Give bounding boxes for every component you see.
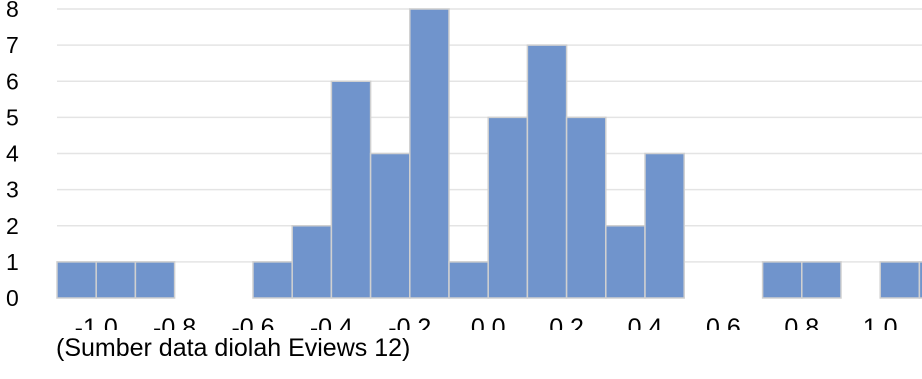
histogram-bar xyxy=(291,225,333,299)
histogram-bar xyxy=(761,261,803,299)
x-tick-label: 0.8 xyxy=(784,314,819,330)
y-tick-label: 1 xyxy=(6,249,19,275)
y-tick-label: 3 xyxy=(6,177,19,203)
y-tick-label: 5 xyxy=(6,104,19,130)
histogram-bar xyxy=(918,261,922,299)
histogram-bar xyxy=(330,80,372,299)
x-axis-ticks: -1.0 -0.8 -0.6 -0.4 -0.2 0.0 0.2 0.4 0.6 0.8 1.0 xyxy=(75,314,898,330)
y-tick-label: 6 xyxy=(6,68,19,94)
histogram-bar xyxy=(526,44,568,299)
x-tick-label: -0.8 xyxy=(153,314,196,330)
histogram-bar xyxy=(252,261,293,299)
histogram-bar xyxy=(487,116,529,299)
x-tick-label: -0.6 xyxy=(231,314,274,330)
histogram-chart: 0 1 2 3 4 5 6 7 8 -1.0 -0.8 -0.6 -0.4 -0.2 0.0 0.2 0.4 0… xyxy=(6,0,922,330)
x-tick-label: 0.4 xyxy=(628,314,663,330)
y-axis-ticks: 0 1 2 3 4 5 6 7 8 xyxy=(6,0,19,311)
x-tick-label: -0.2 xyxy=(388,314,431,330)
y-tick-label: 0 xyxy=(6,285,19,311)
histogram-bar xyxy=(801,261,842,299)
histogram-bar xyxy=(409,8,450,299)
x-tick-label: 0.2 xyxy=(549,314,584,330)
histogram-bar xyxy=(134,261,176,299)
y-tick-label: 7 xyxy=(6,32,19,58)
x-tick-label: -0.4 xyxy=(310,314,353,330)
histogram-bar xyxy=(605,225,646,299)
x-tick-label: 0.6 xyxy=(706,314,741,330)
histogram-bar xyxy=(879,261,921,299)
histogram-bar xyxy=(565,116,607,299)
y-tick-label: 4 xyxy=(6,141,19,167)
histogram-bar xyxy=(56,261,97,299)
y-tick-label: 2 xyxy=(6,213,19,239)
histogram-bar xyxy=(448,261,489,299)
y-tick-label: 8 xyxy=(6,0,19,22)
x-tick-label: 0.0 xyxy=(471,314,506,330)
source-caption: (Sumber data diolah Eviews 12) xyxy=(56,334,411,362)
x-tick-label: 1.0 xyxy=(863,314,898,330)
histogram-bars xyxy=(56,8,922,299)
histogram-bar xyxy=(95,261,137,299)
histogram-bar xyxy=(369,152,411,299)
x-tick-label: -1.0 xyxy=(75,314,118,330)
histogram-bar xyxy=(644,152,685,299)
